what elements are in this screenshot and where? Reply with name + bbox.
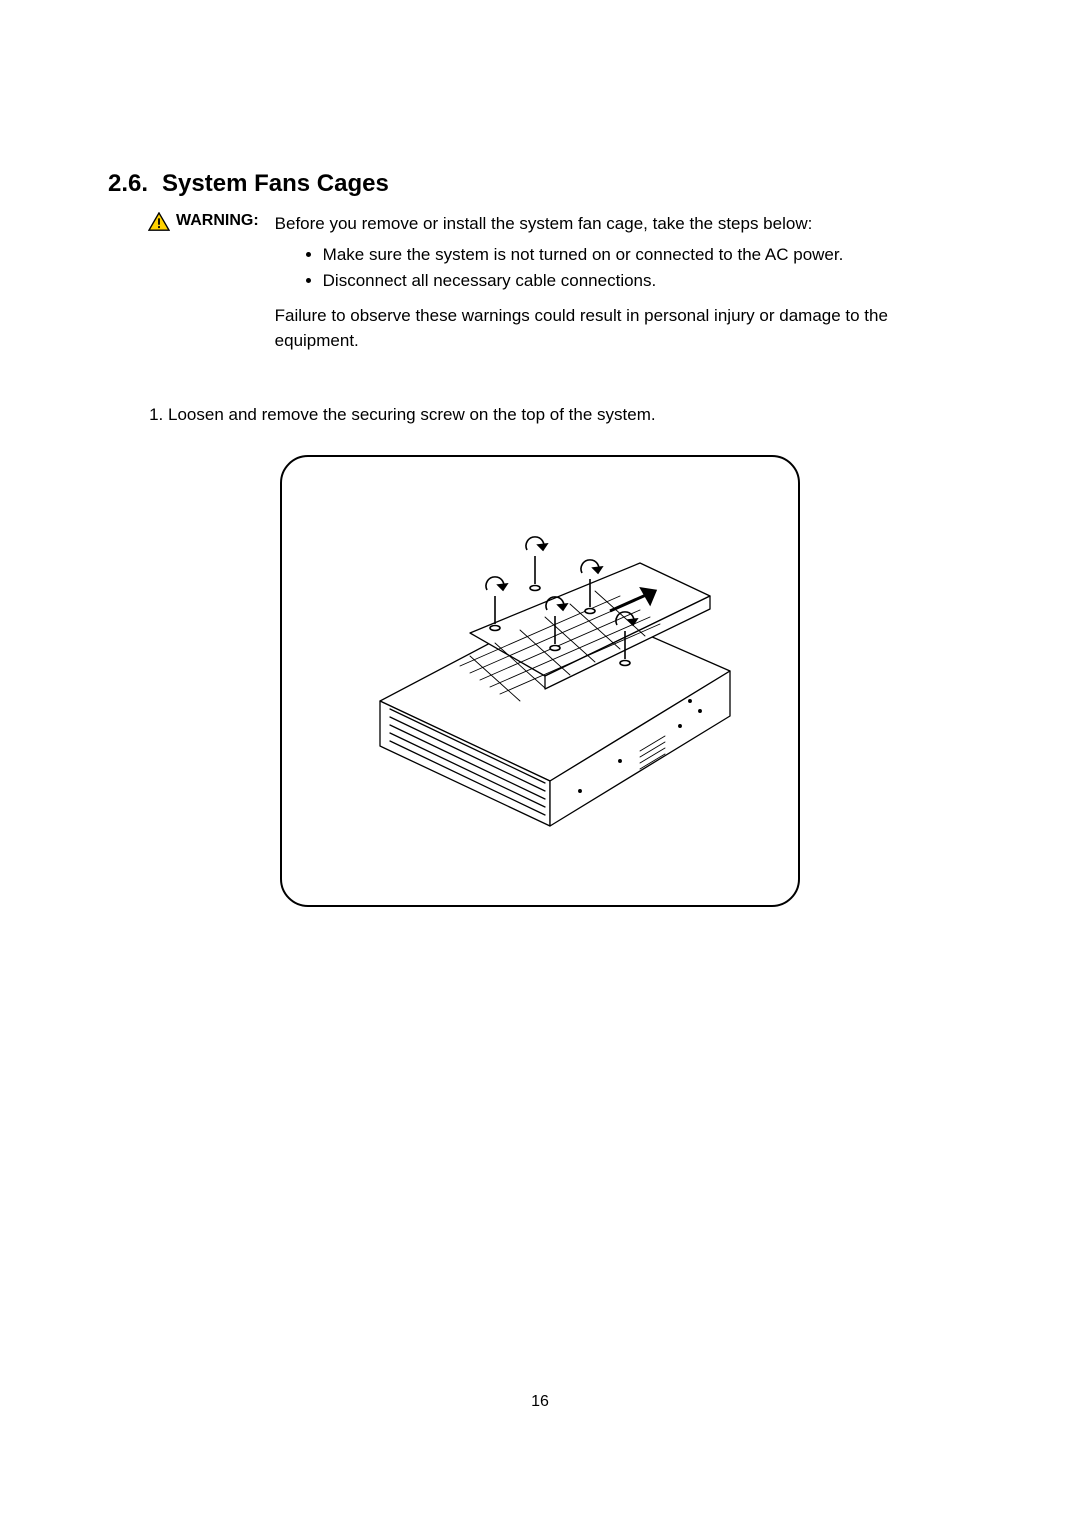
warning-bullet: Disconnect all necessary cable connectio… [323,269,915,294]
warning-outro: Failure to observe these warnings could … [275,304,915,353]
step-list: Loosen and remove the securing screw on … [142,405,972,425]
warning-bullet: Make sure the system is not turned on or… [323,243,915,268]
warning-label: WARNING: [176,212,259,230]
warning-text: Before you remove or install the system … [275,212,915,359]
step-item: Loosen and remove the securing screw on … [168,405,972,425]
figure-box [280,455,800,907]
warning-bullets: Make sure the system is not turned on or… [275,243,915,294]
warning-triangle-icon [148,212,170,232]
section-heading: 2.6. System Fans Cages [108,170,972,198]
warning-block: WARNING: Before you remove or install th… [148,212,972,359]
section-title: System Fans Cages [162,170,389,198]
page-container: 2.6. System Fans Cages WARNING: Before y… [0,0,1080,1527]
page-number: 16 [0,1393,1080,1411]
warning-intro: Before you remove or install the system … [275,212,915,237]
section-number: 2.6. [108,170,148,198]
figure-illustration [320,501,760,861]
